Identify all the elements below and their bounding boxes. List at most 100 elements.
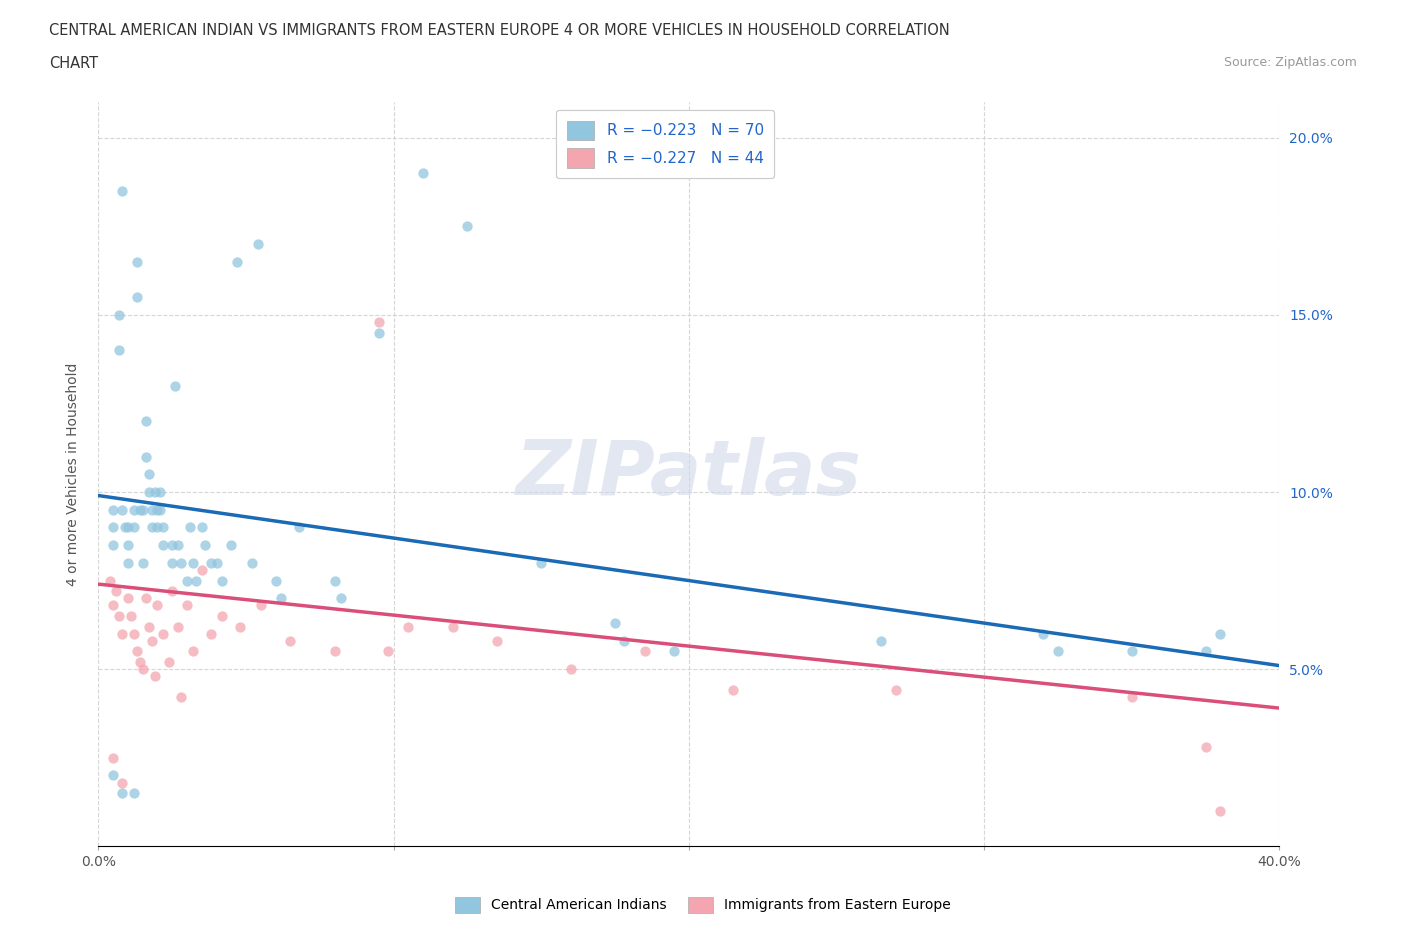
Point xyxy=(157,655,180,670)
Point xyxy=(530,555,553,570)
Point xyxy=(179,520,201,535)
Point xyxy=(125,644,148,658)
Point xyxy=(138,619,160,634)
Point xyxy=(125,254,148,269)
Point xyxy=(250,598,273,613)
Point xyxy=(117,555,139,570)
Point xyxy=(377,644,399,658)
Point xyxy=(108,608,131,623)
Point xyxy=(288,520,311,535)
Point xyxy=(146,520,169,535)
Point xyxy=(200,626,222,641)
Text: ZIPatlas: ZIPatlas xyxy=(516,437,862,512)
Point xyxy=(122,626,145,641)
Point xyxy=(122,502,145,517)
Point xyxy=(270,591,292,605)
Point xyxy=(323,573,346,588)
Point xyxy=(191,563,214,578)
Point xyxy=(152,520,174,535)
Point xyxy=(240,555,263,570)
Point xyxy=(167,538,190,552)
Point xyxy=(441,619,464,634)
Point xyxy=(1046,644,1069,658)
Point xyxy=(191,520,214,535)
Point xyxy=(146,598,169,613)
Point xyxy=(194,538,217,552)
Point xyxy=(122,786,145,801)
Point xyxy=(613,633,636,648)
Point xyxy=(132,502,155,517)
Point xyxy=(143,669,166,684)
Point xyxy=(117,538,139,552)
Point xyxy=(108,343,131,358)
Point xyxy=(211,608,233,623)
Point xyxy=(181,555,204,570)
Point xyxy=(114,520,136,535)
Point xyxy=(176,573,198,588)
Point xyxy=(111,502,134,517)
Point xyxy=(633,644,655,658)
Point xyxy=(205,555,228,570)
Point xyxy=(132,555,155,570)
Point xyxy=(264,573,287,588)
Point xyxy=(135,591,157,605)
Text: Source: ZipAtlas.com: Source: ZipAtlas.com xyxy=(1223,56,1357,69)
Point xyxy=(664,644,686,658)
Point xyxy=(108,308,131,323)
Point xyxy=(246,236,269,251)
Point xyxy=(1195,739,1218,754)
Point xyxy=(128,655,150,670)
Point xyxy=(103,751,125,765)
Point xyxy=(368,314,391,329)
Point xyxy=(560,662,582,677)
Point xyxy=(170,690,193,705)
Point xyxy=(396,619,419,634)
Point xyxy=(884,683,907,698)
Point xyxy=(105,584,128,599)
Point xyxy=(117,591,139,605)
Point xyxy=(200,555,222,570)
Point xyxy=(176,598,198,613)
Point xyxy=(98,573,121,588)
Point xyxy=(165,379,187,393)
Point xyxy=(111,775,134,790)
Point xyxy=(1209,804,1232,818)
Point xyxy=(103,520,125,535)
Point xyxy=(162,555,183,570)
Point xyxy=(170,555,193,570)
Legend: R = −0.223   N = 70, R = −0.227   N = 44: R = −0.223 N = 70, R = −0.227 N = 44 xyxy=(557,110,775,179)
Point xyxy=(181,644,204,658)
Point xyxy=(1032,626,1054,641)
Point xyxy=(141,633,163,648)
Text: CENTRAL AMERICAN INDIAN VS IMMIGRANTS FROM EASTERN EUROPE 4 OR MORE VEHICLES IN : CENTRAL AMERICAN INDIAN VS IMMIGRANTS FR… xyxy=(49,23,950,38)
Point xyxy=(278,633,302,648)
Point xyxy=(152,538,174,552)
Point xyxy=(226,254,249,269)
Point xyxy=(103,768,125,783)
Point xyxy=(456,219,478,233)
Point xyxy=(135,449,157,464)
Y-axis label: 4 or more Vehicles in Household: 4 or more Vehicles in Household xyxy=(66,363,80,586)
Point xyxy=(162,584,183,599)
Point xyxy=(103,538,125,552)
Point xyxy=(149,485,172,499)
Point xyxy=(117,520,139,535)
Point xyxy=(412,166,434,180)
Point xyxy=(128,502,150,517)
Point xyxy=(1121,644,1143,658)
Point xyxy=(141,502,163,517)
Point xyxy=(368,326,391,340)
Point xyxy=(723,683,745,698)
Point xyxy=(111,183,134,198)
Point xyxy=(329,591,352,605)
Point xyxy=(111,786,134,801)
Point xyxy=(138,467,160,482)
Point xyxy=(1195,644,1218,658)
Point xyxy=(152,626,174,641)
Point xyxy=(149,502,172,517)
Point xyxy=(184,573,207,588)
Point xyxy=(138,485,160,499)
Point xyxy=(103,502,125,517)
Point xyxy=(1121,690,1143,705)
Point xyxy=(141,520,163,535)
